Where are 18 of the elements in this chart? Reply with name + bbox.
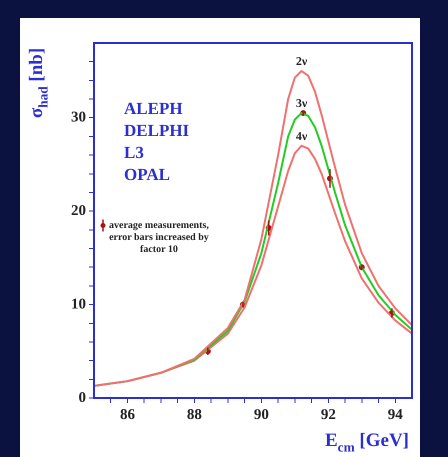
y-axis-title: σhad [nb] [26,48,51,118]
legend-label: average measurements, error bars increased by factor 10 [109,220,210,256]
series-label: 2ν [296,54,308,68]
y-tick-label: 30 [71,110,86,126]
annotation: OPAL [124,164,170,184]
y-tick-label: 0 [78,390,86,406]
annotation: ALEPH [124,98,183,118]
series-label: 4ν [296,128,308,143]
x-tick-label: 92 [320,406,336,423]
x-tick-label: 94 [388,406,404,423]
x-tick-label: 90 [254,406,269,423]
annotation: DELPHI [124,120,190,140]
y-tick-label: 10 [71,296,86,312]
x-tick-label: 86 [120,406,136,423]
series-label: 3ν [296,96,308,110]
x-tick-label: 88 [186,406,202,423]
y-tick-label: 20 [71,203,86,220]
annotation: L3 [124,142,144,162]
